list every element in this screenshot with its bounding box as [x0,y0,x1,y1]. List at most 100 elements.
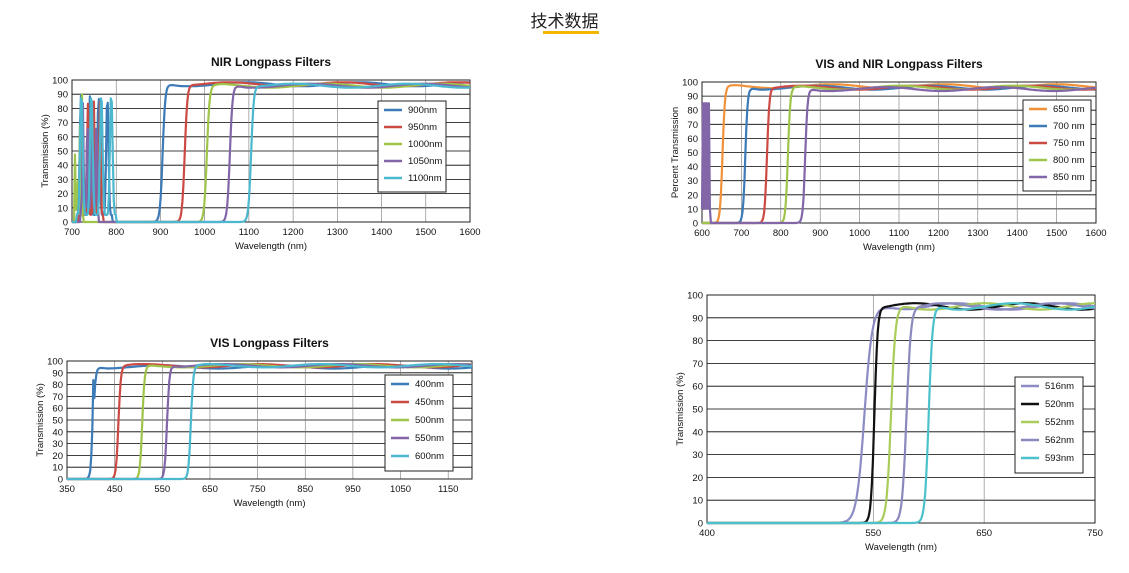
legend-entry: 900nm [408,105,437,116]
x-tick-label: 650 [976,528,992,539]
y-tick-label: 80 [692,336,703,347]
legend-entry: 800 nm [1053,155,1085,166]
x-tick-label: 750 [250,484,266,495]
legend-entry: 550nm [415,433,444,444]
series-line-600nm [66,363,473,481]
y-tick-label: 50 [692,405,703,416]
y-tick-label: 0 [698,519,703,530]
legend-entry: 1100nm [408,173,442,184]
y-tick-label: 90 [687,92,698,103]
y-tick-label: 100 [687,291,703,302]
y-axis-label: Transmission (%) [40,114,51,188]
y-tick-label: 70 [52,392,63,403]
x-axis-label: Wavelength (nm) [865,542,937,553]
y-tick-label: 10 [52,463,63,474]
x-tick-label: 1500 [415,227,436,238]
x-tick-label: 1000 [194,227,215,238]
y-tick-label: 90 [57,90,68,101]
x-axis-label: Wavelength (nm) [234,498,306,509]
y-tick-label: 20 [52,451,63,462]
legend-entry: 1050nm [408,156,442,167]
y-tick-label: 10 [57,203,68,214]
legend-entry: 1000nm [408,139,442,150]
y-tick-label: 60 [52,404,63,415]
y-tick-label: 10 [692,496,703,507]
series-line-1100nm [71,82,471,224]
legend-entry: 950nm [408,122,437,133]
y-tick-label: 10 [687,204,698,215]
plot-frame [71,79,471,223]
y-tick-label: 70 [57,118,68,129]
y-axis-label: Transmission (%) [35,383,46,457]
x-tick-label: 1400 [371,227,392,238]
x-tick-label: 1200 [283,227,304,238]
y-tick-label: 100 [682,78,698,89]
x-tick-label: 800 [773,228,789,239]
x-tick-label: 1400 [1007,228,1028,239]
y-tick-label: 70 [687,120,698,131]
chart-title: VIS and NIR Longpass Filters [815,57,983,71]
y-tick-label: 0 [63,218,68,229]
x-tick-label: 950 [345,484,361,495]
legend-entry: 516nm [1045,381,1074,392]
x-tick-label: 1100 [239,227,259,238]
y-tick-label: 90 [52,368,63,379]
chart-vis-longpass: VIS Longpass Filters01020304050607080901… [35,336,473,509]
legend-entry: 600nm [415,451,444,462]
y-tick-label: 0 [58,475,63,486]
x-tick-label: 1500 [1046,228,1067,239]
x-tick-label: 1050 [390,484,411,495]
legend-entry: 552nm [1045,417,1074,428]
x-tick-label: 1100 [889,228,909,239]
x-tick-label: 400 [699,528,715,539]
x-tick-label: 1200 [928,228,949,239]
x-tick-label: 1300 [327,227,348,238]
legend-entry: 520nm [1045,399,1074,410]
legend-entry: 562nm [1045,435,1074,446]
y-tick-label: 20 [687,190,698,201]
x-axis-label: Wavelength (nm) [863,242,935,253]
legend-entry: 450nm [415,397,444,408]
y-axis-label: Percent Transmission [670,107,681,198]
y-tick-label: 100 [52,76,68,87]
x-tick-label: 450 [107,484,123,495]
page-title: 技术数据 [530,12,599,32]
x-tick-label: 750 [1087,528,1103,539]
series-line-850nm [700,86,1097,225]
y-tick-label: 40 [52,427,63,438]
x-axis-label: Wavelength (nm) [235,241,307,252]
x-tick-label: 1600 [1085,228,1106,239]
chart-title: VIS Longpass Filters [210,336,329,350]
x-tick-label: 1150 [438,484,458,495]
x-tick-label: 550 [154,484,170,495]
y-tick-label: 80 [57,104,68,115]
legend-entry: 650 nm [1053,104,1085,115]
legend-entry: 750 nm [1053,138,1085,149]
x-tick-label: 800 [108,227,124,238]
x-tick-label: 350 [59,484,75,495]
y-tick-label: 30 [692,450,703,461]
x-tick-label: 1000 [849,228,870,239]
legend-entry: 850 nm [1053,172,1085,183]
y-tick-label: 40 [692,427,703,438]
y-tick-label: 80 [52,380,63,391]
x-tick-label: 900 [153,227,169,238]
chart-vis-nir-longpass: VIS and NIR Longpass Filters 0 10 20 30 40 50 6… [670,57,1107,253]
y-tick-label: 30 [52,439,63,450]
y-tick-label: 60 [692,382,703,393]
plot-frame [66,360,473,480]
y-tick-label: 60 [687,134,698,145]
x-tick-label: 550 [865,528,881,539]
y-tick-label: 80 [687,106,698,117]
x-tick-label: 650 [202,484,218,495]
y-tick-label: 0 [693,219,698,230]
x-tick-label: 1600 [459,227,480,238]
y-tick-label: 50 [57,147,68,158]
chart-nir-longpass: NIR Longpass Filters 0 10 20 30 40 50 60 70 80 90 1… [40,55,481,252]
x-tick-label: 700 [733,228,749,239]
y-tick-label: 40 [57,161,68,172]
chart-narrow-longpass: 0 10 20 30 40 50 60 70 80 90 100 400 550 650 750 Wavele… [675,291,1103,554]
y-tick-label: 20 [692,473,703,484]
x-tick-label: 900 [812,228,828,239]
y-tick-label: 20 [57,189,68,200]
